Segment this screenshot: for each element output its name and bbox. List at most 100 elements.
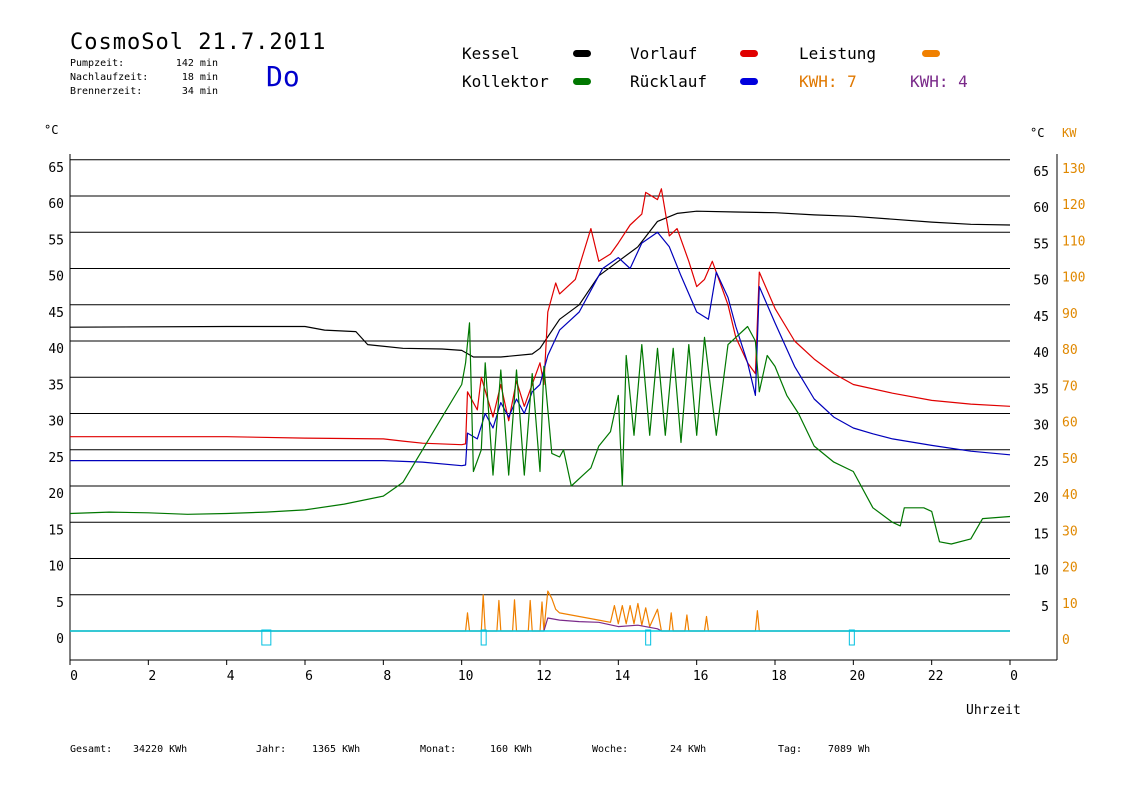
y-tick-kw-70: 70 [1062,379,1078,394]
footer-woche-value: 24 KWh [670,744,707,755]
footer-jahr-value: 1365 KWh [312,744,361,755]
y-tick-right-20: 20 [1033,491,1049,506]
y-tick-left-15: 15 [48,523,64,538]
cyan-marker-0 [261,629,272,646]
footer-jahr-label: Jahr: [256,744,287,755]
y-tick-kw-50: 50 [1062,452,1078,467]
stat-nachlaufzeit-value: 18 min [181,72,218,83]
axes [69,154,1058,665]
x-tick-label-9: 18 [771,669,787,684]
y-tick-right-10: 10 [1033,564,1049,579]
y-tick-kw-130: 130 [1062,162,1085,177]
gridlines [70,159,1010,596]
footer-gesamt-value: 34220 KWh [133,744,188,755]
y-tick-right-40: 40 [1033,346,1049,361]
series-line-leistung-2 [70,617,1010,632]
y-axis-kw-unit: KW [1062,126,1077,140]
y-tick-kw-10: 10 [1062,597,1078,612]
y-tick-left-10: 10 [48,560,64,575]
legend-kessel-swatch [573,50,591,57]
y-tick-kw-100: 100 [1062,271,1085,286]
cyan-markers [70,629,1010,646]
legend-leistung-label: Leistung [799,44,877,63]
y-tick-left-25: 25 [48,451,64,466]
y-tick-kw-110: 110 [1062,234,1085,249]
y-tick-right-45: 45 [1033,310,1049,325]
series-line-r-cklauf [70,231,1011,467]
y-tick-right-15: 15 [1033,527,1049,542]
y-tick-right-5: 5 [1041,600,1049,615]
cyan-marker-2 [645,629,652,646]
footer-tag-value: 7089 Wh [828,744,871,755]
y-tick-right-30: 30 [1033,419,1049,434]
series-line-leistung [70,590,1010,632]
weekday-label: Do [266,60,300,93]
y-tick-kw-80: 80 [1062,343,1078,358]
y-tick-left-60: 60 [48,197,64,212]
legend-kwh-purple: KWH: 4 [910,72,968,91]
legend-kollektor-swatch [573,78,591,85]
y-tick-right-35: 35 [1033,382,1049,397]
x-tick-label-6: 12 [536,669,552,684]
y-tick-kw-90: 90 [1062,307,1078,322]
footer-tag-label: Tag: [778,744,803,755]
legend-vorlauf-label: Vorlauf [630,44,698,63]
stat-brennerzeit-label: Brennerzeit: [70,86,143,97]
y-tick-right-25: 25 [1033,455,1049,470]
x-tick-label-12: 0 [1010,669,1018,684]
x-tick-label-4: 8 [383,669,391,684]
series-line-vorlauf [70,188,1011,446]
y-tick-kw-120: 120 [1062,198,1085,213]
x-tick-label-11: 22 [928,669,944,684]
y-tick-kw-20: 20 [1062,561,1078,576]
y-tick-left-45: 45 [48,306,64,321]
footer-gesamt-label: Gesamt: [70,744,113,755]
y-tick-left-55: 55 [48,233,64,248]
series-line-kollektor [69,322,1011,545]
chart-title: CosmoSol 21.7.2011 [70,30,327,55]
series-line-kessel [69,210,1011,358]
x-tick-label-1: 2 [148,669,156,684]
legend-kollektor-label: Kollektor [462,72,549,91]
y-tick-left-0: 0 [56,632,64,647]
stat-pumpzeit-value: 142 min [175,58,218,69]
stat-pumpzeit-label: Pumpzeit: [70,58,125,69]
legend-kwh-orange: KWH: 7 [799,72,857,91]
y-tick-left-65: 65 [48,161,64,176]
y-tick-right-60: 60 [1033,201,1049,216]
y-tick-kw-60: 60 [1062,416,1078,431]
stat-nachlaufzeit-label: Nachlaufzeit: [70,72,149,83]
y-axis-right-unit: °C [1030,126,1044,140]
y-tick-right-65: 65 [1033,165,1049,180]
y-tick-left-20: 20 [48,487,64,502]
x-tick-label-10: 20 [850,669,866,684]
y-tick-right-50: 50 [1033,274,1049,289]
footer-monat-value: 160 KWh [490,744,533,755]
y-tick-left-5: 5 [56,596,64,611]
y-tick-left-35: 35 [48,378,64,393]
y-tick-kw-0: 0 [1062,633,1070,648]
x-tick-label-5: 10 [458,669,474,684]
legend-vorlauf-swatch [740,50,758,57]
y-tick-kw-40: 40 [1062,488,1078,503]
footer-woche-label: Woche: [592,744,629,755]
stat-brennerzeit-value: 34 min [181,86,218,97]
legend-ruecklauf-label: Rücklauf [630,72,708,91]
tick-labels: 0 2 4 6 8 10 12 14 16 18 20 22 005101520253035404550… [48,161,1085,684]
cyan-marker-3 [848,629,855,646]
y-tick-kw-30: 30 [1062,524,1078,539]
x-tick-label-2: 4 [227,669,235,684]
x-tick-label-0: 0 [70,669,78,684]
cyan-marker-1 [480,629,487,646]
y-tick-right-55: 55 [1033,237,1049,252]
y-tick-left-40: 40 [48,342,64,357]
footer-monat-label: Monat: [420,744,457,755]
x-tick-label-7: 14 [615,669,631,684]
y-tick-left-50: 50 [48,270,64,285]
legend-ruecklauf-swatch [740,78,758,85]
legend-leistung-swatch [922,50,940,57]
series-lines [69,188,1011,632]
x-tick-label-8: 16 [693,669,709,684]
x-tick-label-3: 6 [305,669,313,684]
